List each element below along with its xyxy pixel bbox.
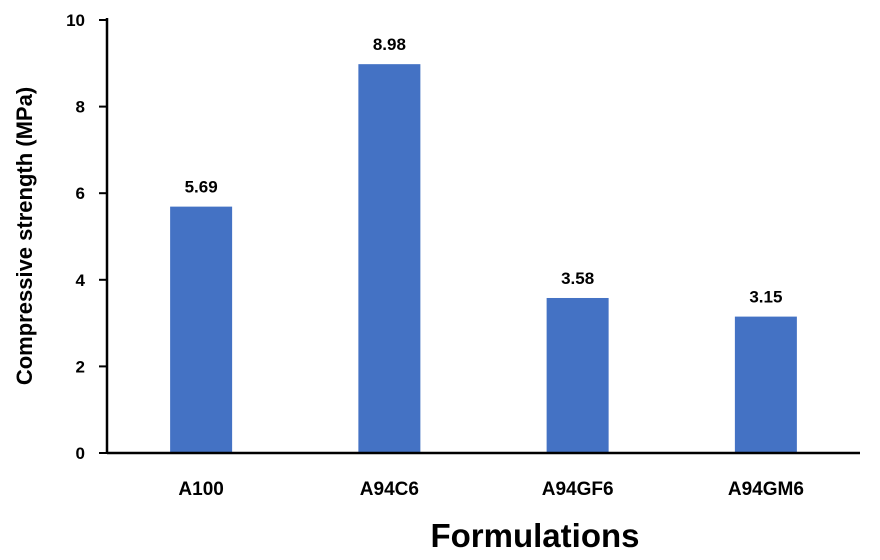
- x-axis-labels: A100 A94C6 A94GF6 A94GM6: [178, 479, 803, 500]
- bar-a100: [170, 206, 233, 453]
- y-tick-label: 2: [76, 357, 85, 376]
- y-tick-label: 0: [76, 444, 85, 463]
- bar-a94c6: [358, 64, 421, 453]
- bars-group: [170, 64, 797, 453]
- y-axis-ticks: 0 2 4 6 8 10: [66, 11, 107, 463]
- y-tick-label: 6: [76, 184, 85, 203]
- bar-a94gm6: [734, 316, 797, 453]
- data-label-a94gm6: 3.15: [749, 288, 782, 307]
- bar-a94gf6: [546, 297, 609, 453]
- x-category-label-a94gf6: A94GF6: [542, 479, 614, 500]
- x-category-label-a94c6: A94C6: [360, 479, 419, 500]
- y-axis-title: Compressive strength (MPa): [12, 87, 37, 385]
- y-tick-label: 4: [76, 271, 86, 290]
- y-tick-label: 10: [66, 11, 85, 30]
- x-axis-title: Formulations: [430, 517, 639, 554]
- data-label-a100: 5.69: [185, 178, 218, 197]
- x-category-label-a100: A100: [178, 479, 223, 500]
- data-label-a94gf6: 3.58: [561, 269, 594, 288]
- data-labels-group: 5.69 8.98 3.58 3.15: [185, 35, 783, 306]
- x-category-label-a94gm6: A94GM6: [728, 479, 804, 500]
- y-tick-label: 8: [76, 98, 85, 117]
- data-label-a94c6: 8.98: [373, 35, 406, 54]
